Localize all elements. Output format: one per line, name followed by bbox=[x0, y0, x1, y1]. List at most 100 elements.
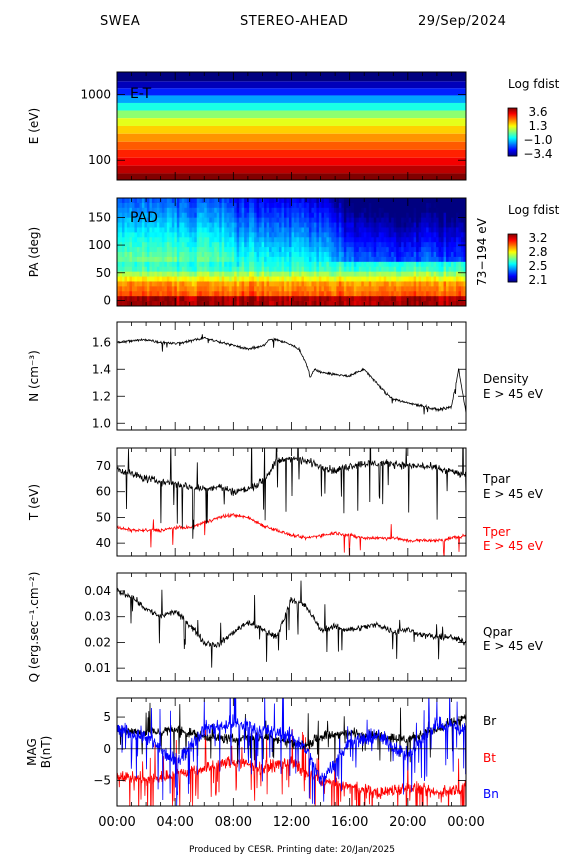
pad-cell bbox=[256, 212, 260, 219]
pad-cell bbox=[129, 301, 133, 306]
pad-cell bbox=[408, 291, 412, 297]
pad-cell bbox=[201, 217, 205, 224]
pad-cell bbox=[259, 237, 263, 243]
pad-cell bbox=[117, 227, 120, 233]
pad-cell bbox=[383, 276, 387, 282]
pad-cell bbox=[199, 276, 203, 282]
pad-cell bbox=[411, 291, 415, 297]
pad-cell bbox=[291, 207, 295, 214]
pad-cell bbox=[368, 212, 372, 219]
pad-cell bbox=[318, 271, 322, 278]
pad-cell bbox=[381, 271, 385, 278]
pad-cell bbox=[261, 207, 265, 214]
pad-cell bbox=[121, 281, 125, 287]
pad-cell bbox=[413, 286, 417, 292]
pad-cell bbox=[396, 266, 400, 273]
pad-cell bbox=[303, 261, 307, 268]
pad-cell bbox=[426, 261, 430, 268]
pad-cell bbox=[338, 271, 342, 278]
pad-cell bbox=[194, 266, 198, 273]
pad-cell bbox=[341, 256, 345, 263]
colorbar-tick-label: 3.2 bbox=[528, 231, 547, 245]
pad-cell bbox=[139, 286, 143, 292]
pad-cell bbox=[201, 276, 205, 282]
pad-cell bbox=[296, 266, 300, 273]
pad-cell bbox=[179, 271, 183, 278]
pad-cell bbox=[286, 232, 290, 238]
pad-cell bbox=[234, 237, 238, 243]
pad-cell bbox=[194, 281, 198, 287]
energy-band bbox=[117, 133, 466, 142]
pad-cell bbox=[181, 242, 185, 248]
pad-cell bbox=[443, 261, 447, 268]
pad-cell bbox=[416, 247, 420, 253]
legend-energy: E > 45 eV bbox=[483, 387, 544, 401]
pad-cell bbox=[328, 247, 332, 253]
pad-cell bbox=[406, 286, 410, 292]
pad-cell bbox=[124, 247, 128, 253]
pad-cell bbox=[398, 252, 402, 258]
legend-mag: Bt bbox=[483, 751, 496, 765]
pad-cell bbox=[176, 198, 180, 204]
pad-cell bbox=[117, 207, 120, 214]
pad-cell bbox=[293, 271, 297, 278]
pad-cell bbox=[358, 232, 362, 238]
pad-cell bbox=[156, 271, 160, 278]
pad-cell bbox=[426, 286, 430, 292]
pad-cell bbox=[428, 242, 432, 248]
pad-cell bbox=[284, 207, 288, 214]
pad-cell bbox=[376, 301, 380, 306]
pad-cell bbox=[363, 212, 367, 219]
pad-cell bbox=[421, 242, 425, 248]
pad-cell bbox=[436, 291, 440, 297]
pad-cell bbox=[214, 217, 218, 224]
pad-cell bbox=[286, 286, 290, 292]
pad-cell bbox=[281, 237, 285, 243]
pad-cell bbox=[206, 202, 210, 209]
pad-cell bbox=[131, 202, 135, 209]
pad-cell bbox=[398, 256, 402, 263]
pad-cell bbox=[433, 271, 437, 278]
pad-cell bbox=[296, 301, 300, 306]
pad-cell bbox=[396, 202, 400, 209]
pad-cell bbox=[271, 242, 275, 248]
pad-cell bbox=[196, 198, 200, 204]
pad-cell bbox=[259, 291, 263, 297]
pad-cell bbox=[411, 207, 415, 214]
pad-cell bbox=[204, 296, 208, 302]
y-axis-title: T (eV) bbox=[27, 484, 41, 521]
pad-cell bbox=[461, 247, 465, 253]
pad-cell bbox=[196, 252, 200, 258]
pad-cell bbox=[171, 276, 175, 282]
pad-cell bbox=[286, 291, 290, 297]
pad-cell bbox=[323, 202, 327, 209]
pad-cell bbox=[146, 252, 150, 258]
pad-cell bbox=[346, 281, 350, 287]
pad-cell bbox=[171, 271, 175, 278]
pad-cell bbox=[284, 198, 288, 204]
pad-cell bbox=[254, 247, 258, 253]
pad-cell bbox=[189, 301, 193, 306]
pad-cell bbox=[286, 207, 290, 214]
pad-cell bbox=[219, 227, 223, 233]
pad-cell bbox=[154, 266, 158, 273]
pad-cell bbox=[276, 232, 280, 238]
pad-cell bbox=[274, 266, 278, 273]
pad-cell bbox=[451, 252, 455, 258]
pad-cell bbox=[343, 247, 347, 253]
pad-cell bbox=[343, 266, 347, 273]
pad-cell bbox=[436, 256, 440, 263]
x-tick-label: 04:00 bbox=[156, 815, 193, 830]
pad-cell bbox=[231, 222, 235, 228]
pad-cell bbox=[431, 198, 435, 204]
pad-cell bbox=[181, 247, 185, 253]
pad-cell bbox=[378, 227, 382, 233]
colorbar-cell bbox=[508, 118, 517, 121]
pad-cell bbox=[186, 198, 190, 204]
pad-cell bbox=[169, 222, 173, 228]
pad-cell bbox=[221, 252, 225, 258]
pad-cell bbox=[186, 232, 190, 238]
pad-cell bbox=[378, 242, 382, 248]
colorbar-cell bbox=[508, 267, 517, 270]
pad-cell bbox=[416, 198, 420, 204]
